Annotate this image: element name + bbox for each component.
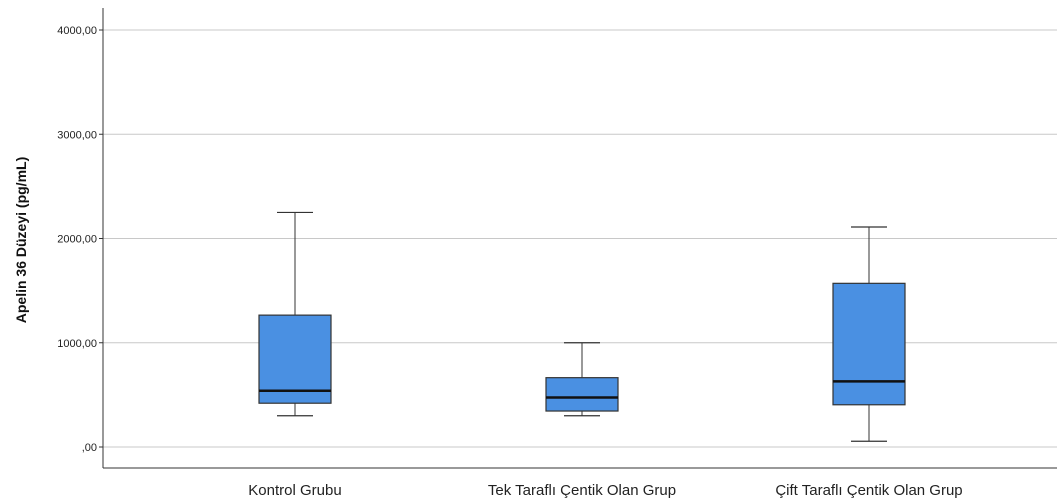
category-label-1: Tek Taraflı Çentik Olan Grup xyxy=(488,482,676,499)
y-tick-labels: ,00 1000,00 2000,00 3000,00 4000,00 xyxy=(57,25,103,454)
iqr-box-2 xyxy=(832,282,906,406)
boxes xyxy=(258,211,906,442)
iqr-box-1 xyxy=(545,377,619,412)
category-label-2: Çift Taraflı Çentik Olan Grup xyxy=(775,482,962,499)
y-tick-label-2: 2000,00 xyxy=(57,234,97,246)
y-tick-label-4: 4000,00 xyxy=(57,25,97,37)
category-label-0: Kontrol Grubu xyxy=(248,482,341,499)
y-tick-label-3: 3000,00 xyxy=(57,129,97,141)
y-tick-label-0: ,00 xyxy=(82,442,97,454)
box-group-2 xyxy=(832,226,906,442)
category-labels: Kontrol Grubu Tek Taraflı Çentik Olan Gru… xyxy=(248,482,962,499)
y-axis-label: Apelin 36 Düzeyi (pg/mL) xyxy=(13,157,29,323)
box-group-1 xyxy=(545,342,619,417)
y-tick-label-1: 1000,00 xyxy=(57,338,97,350)
box-group-0 xyxy=(258,211,332,417)
iqr-box-0 xyxy=(258,314,332,404)
